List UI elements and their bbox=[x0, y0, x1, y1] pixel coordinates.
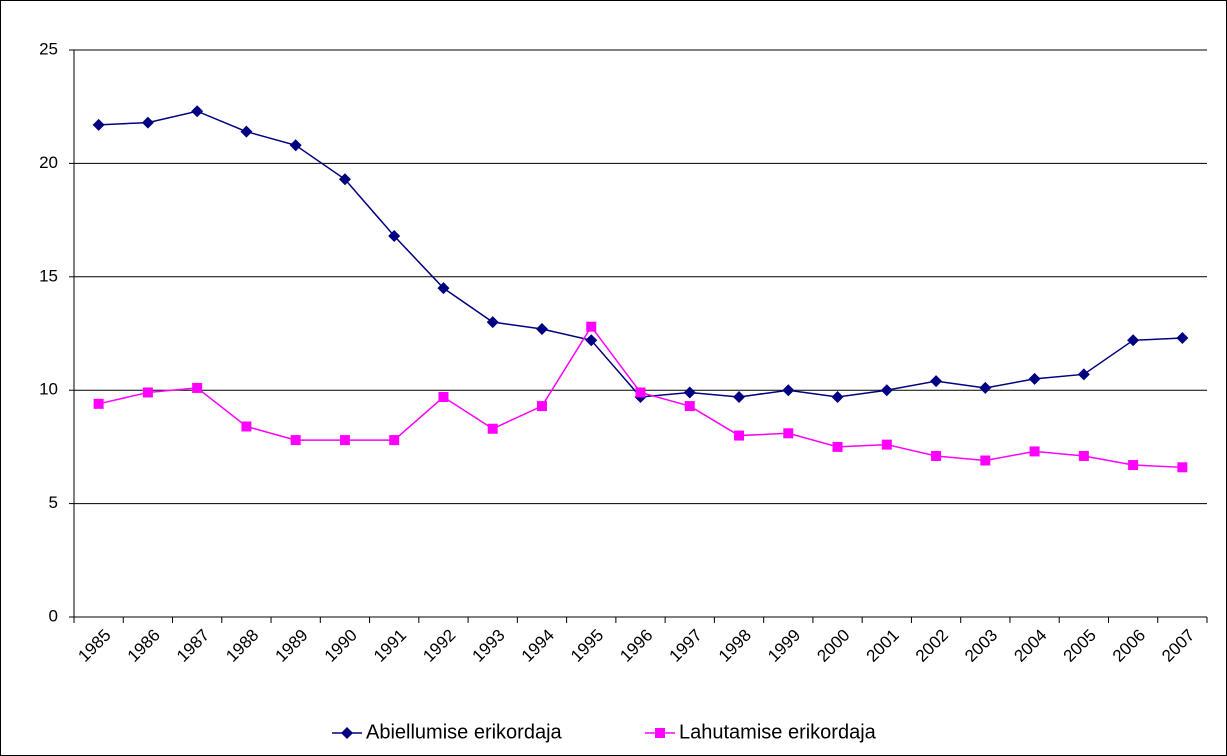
marker bbox=[734, 430, 745, 441]
legend-marker bbox=[341, 727, 353, 739]
marker bbox=[1177, 462, 1188, 473]
marker bbox=[684, 401, 695, 412]
marker bbox=[783, 428, 794, 439]
marker bbox=[486, 316, 499, 329]
marker bbox=[931, 450, 942, 461]
marker bbox=[142, 387, 153, 398]
marker bbox=[683, 386, 696, 399]
marker bbox=[1176, 332, 1189, 345]
legend-label: Abiellumise erikordaja bbox=[366, 721, 563, 743]
marker bbox=[487, 423, 498, 434]
y-tick-label: 5 bbox=[49, 493, 58, 512]
legend-label: Lahutamise erikordaja bbox=[679, 721, 877, 743]
marker bbox=[240, 125, 253, 138]
marker bbox=[241, 421, 252, 432]
marker bbox=[930, 375, 943, 388]
marker bbox=[1077, 368, 1090, 381]
marker bbox=[536, 401, 547, 412]
marker bbox=[191, 105, 204, 118]
marker bbox=[831, 391, 844, 404]
marker bbox=[1078, 450, 1089, 461]
legend-marker bbox=[655, 728, 665, 738]
marker bbox=[535, 322, 548, 335]
marker bbox=[388, 229, 401, 242]
marker bbox=[141, 116, 154, 129]
marker bbox=[438, 392, 449, 403]
marker bbox=[881, 439, 892, 450]
marker bbox=[339, 435, 350, 446]
marker bbox=[980, 455, 991, 466]
marker bbox=[1029, 446, 1040, 457]
marker bbox=[389, 435, 400, 446]
marker bbox=[192, 382, 203, 393]
marker bbox=[880, 384, 893, 397]
marker bbox=[635, 387, 646, 398]
marker bbox=[979, 381, 992, 394]
marker bbox=[92, 118, 105, 131]
marker bbox=[782, 384, 795, 397]
y-tick-label: 20 bbox=[39, 153, 58, 172]
marker bbox=[1127, 334, 1140, 347]
y-tick-label: 0 bbox=[49, 606, 58, 625]
marker bbox=[585, 334, 598, 347]
marker bbox=[1028, 372, 1041, 385]
y-tick-label: 10 bbox=[39, 380, 58, 399]
marker bbox=[586, 321, 597, 332]
marker bbox=[93, 398, 104, 409]
marker bbox=[289, 139, 302, 152]
marker bbox=[1128, 460, 1139, 471]
marker bbox=[338, 173, 351, 186]
y-tick-label: 15 bbox=[39, 266, 58, 285]
marker bbox=[733, 391, 746, 404]
marker bbox=[290, 435, 301, 446]
y-tick-label: 25 bbox=[39, 39, 58, 58]
marker bbox=[832, 441, 843, 452]
marker bbox=[437, 282, 450, 295]
